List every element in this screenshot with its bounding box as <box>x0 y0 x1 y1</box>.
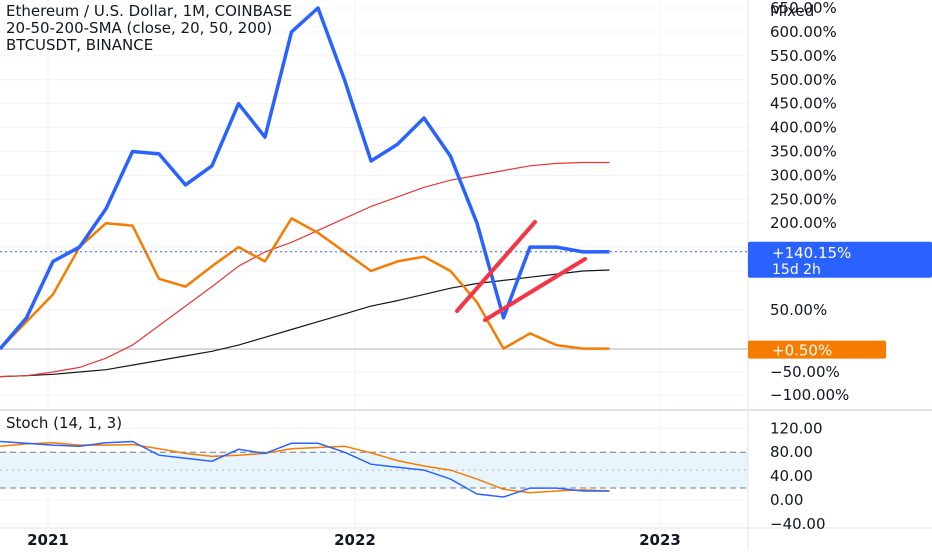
scale-mode-label[interactable]: Mixed <box>770 2 814 20</box>
drawing-trendline-upper[interactable] <box>455 220 537 313</box>
stoch-k-line[interactable] <box>0 440 610 498</box>
x-tick-label: 2022 <box>334 531 376 549</box>
y-tick-label: 650.00% <box>770 0 837 17</box>
y-tick-label: 600.00% <box>770 23 837 41</box>
legend-compare[interactable]: BTCUSDT, BINANCE <box>6 36 154 54</box>
stoch-tick-label: −40.00 <box>770 515 826 533</box>
stoch-tick-label: 40.00 <box>770 467 813 485</box>
stoch-tick-label: 0.00 <box>770 491 803 509</box>
sma20-line[interactable] <box>0 161 610 378</box>
y-tick-label: −100.00% <box>770 386 849 404</box>
eth-badge-countdown: 15d 2h <box>772 262 821 278</box>
y-tick-label: 400.00% <box>770 119 837 137</box>
y-tick-label: 200.00% <box>770 214 837 232</box>
btc-price-badge[interactable] <box>748 340 886 359</box>
legend-symbol[interactable]: Ethereum / U.S. Dollar, 1M, COINBASE <box>6 2 293 20</box>
y-tick-label: 500.00% <box>770 71 837 89</box>
stoch-tick-label: 120.00 <box>770 419 823 437</box>
btc-badge-value: +0.50% <box>772 342 832 360</box>
stoch-d-line[interactable] <box>0 441 610 494</box>
eth-badge-value: +140.15% <box>772 244 851 262</box>
y-tick-label: 50.00% <box>770 301 827 319</box>
y-tick-label: 250.00% <box>770 190 837 208</box>
y-tick-label: −50.00% <box>770 363 840 381</box>
stoch-title[interactable]: Stoch (14, 1, 3) <box>6 414 122 432</box>
btc-line[interactable] <box>0 217 610 350</box>
x-tick-label: 2021 <box>27 531 69 549</box>
legend-indicator[interactable]: 20-50-200-SMA (close, 20, 50, 200) <box>6 19 273 37</box>
drawing-trendline-lower[interactable] <box>483 257 587 322</box>
sma50-line[interactable] <box>0 269 610 378</box>
y-tick-label: 350.00% <box>770 142 837 160</box>
eth-price-badge[interactable] <box>748 241 932 278</box>
y-tick-label: 300.00% <box>770 166 837 184</box>
y-tick-label: 550.00% <box>770 47 837 65</box>
y-tick-label: 450.00% <box>770 95 837 113</box>
stoch-tick-label: 80.00 <box>770 443 813 461</box>
x-tick-label: 2023 <box>639 531 681 549</box>
